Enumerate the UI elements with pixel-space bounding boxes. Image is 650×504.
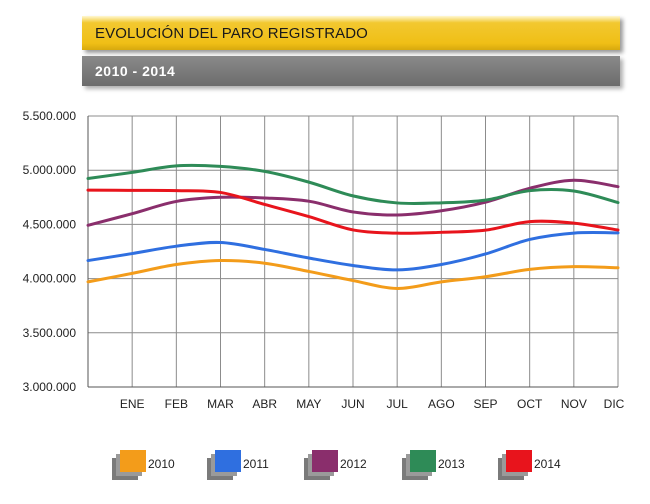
chart-title: EVOLUCIÓN DEL PARO REGISTRADO (95, 24, 368, 42)
legend-label-2010: 2010 (148, 457, 175, 471)
series-line-2012 (86, 178, 620, 227)
series-line-2014 (86, 188, 620, 235)
series-line-2013 (86, 163, 620, 206)
x-tick-label: MAR (207, 397, 234, 411)
y-tick-label: 5.500.000 (23, 109, 77, 123)
legend-swatch-2012 (312, 450, 338, 472)
x-tick-label: ENE (120, 397, 145, 411)
y-tick-label: 4.000.000 (23, 272, 77, 286)
legend-swatch-2014 (506, 450, 532, 472)
series-line-2010 (86, 258, 620, 290)
y-tick-label: 3.000.000 (23, 380, 77, 394)
legend-swatch-2013 (410, 450, 436, 472)
x-tick-label: JUN (341, 397, 364, 411)
chart-subtitle-band: 2010 - 2014 (82, 56, 620, 86)
legend-label-2014: 2014 (534, 457, 561, 471)
x-tick-label: NOV (561, 397, 587, 411)
x-tick-label: FEB (165, 397, 188, 411)
legend-swatch-2011 (215, 450, 241, 472)
legend-label-2011: 2011 (243, 457, 269, 471)
x-tick-label: MAY (296, 397, 321, 411)
legend-swatch-2010 (120, 450, 146, 472)
chart-subtitle: 2010 - 2014 (95, 63, 176, 79)
x-tick-label: DIC (604, 397, 625, 411)
series-line-2011 (86, 231, 620, 272)
legend-label-2013: 2013 (438, 457, 465, 471)
x-tick-label: AGO (428, 397, 455, 411)
x-tick-label: SEP (473, 397, 497, 411)
legend-label-2012: 2012 (340, 457, 367, 471)
x-tick-label: ABR (252, 397, 277, 411)
x-tick-label: JUL (386, 397, 408, 411)
y-tick-label: 5.000.000 (23, 163, 77, 177)
y-tick-label: 3.500.000 (23, 326, 77, 340)
y-tick-label: 4.500.000 (23, 217, 77, 231)
chart-title-band: EVOLUCIÓN DEL PARO REGISTRADO (82, 16, 620, 50)
x-tick-label: OCT (517, 397, 543, 411)
